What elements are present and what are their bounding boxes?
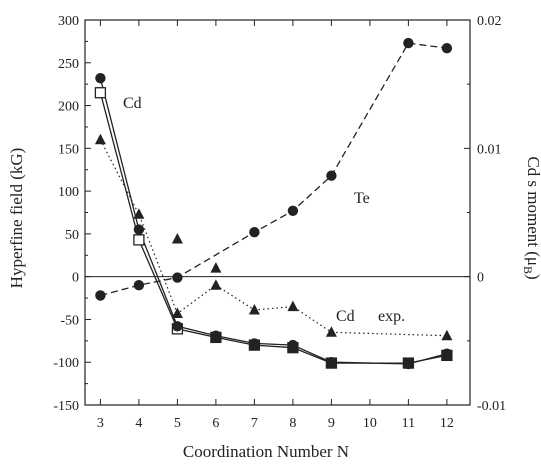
marker-cd-moment bbox=[249, 338, 260, 349]
left-y-axis-label: Hyperfine field (kG) bbox=[7, 148, 26, 289]
right-y-axis-label: Cd s moment (μB) bbox=[521, 156, 541, 279]
x-tick-label: 3 bbox=[97, 416, 104, 431]
axes-layer: -150 -100 -50 0 50 100 150 200 250 300 -0.01 0 0.01 0… bbox=[53, 14, 506, 431]
marker-extra-triangles bbox=[171, 233, 183, 244]
annotation-te: Te bbox=[354, 190, 370, 207]
x-tick-label: 5 bbox=[174, 416, 181, 431]
left-y-tick-label: -150 bbox=[53, 399, 79, 414]
left-y-tick-label: 300 bbox=[58, 14, 79, 29]
right-y-tick-label: 0 bbox=[477, 271, 484, 286]
marker-cd-moment bbox=[95, 72, 106, 84]
left-y-tick-label: 0 bbox=[72, 271, 79, 286]
markers-layer bbox=[94, 37, 453, 370]
right-y-tick-label: 0.02 bbox=[477, 14, 502, 29]
marker-cd-moment bbox=[403, 358, 414, 370]
marker-cd-moment bbox=[133, 224, 145, 235]
marker-cd-moment bbox=[441, 348, 453, 359]
marker-te-moment bbox=[403, 37, 414, 49]
marker-cd-moment bbox=[287, 339, 299, 351]
marker-cd-experiment bbox=[171, 307, 183, 318]
marker-te-moment bbox=[249, 226, 260, 238]
marker-te-moment bbox=[95, 290, 106, 301]
labels-layer: Coordination Number N Hyperfine field (k… bbox=[7, 95, 541, 461]
marker-cd-hyperfine bbox=[94, 87, 107, 99]
marker-cd-moment bbox=[326, 357, 337, 368]
left-y-tick-label: 50 bbox=[65, 228, 79, 243]
x-tick-label: 7 bbox=[251, 416, 258, 431]
marker-cd-hyperfine bbox=[133, 234, 145, 246]
marker-cd-experiment bbox=[94, 133, 106, 145]
right-y-axis-label-main: Cd s moment (μ bbox=[524, 156, 541, 266]
left-y-tick-label: -100 bbox=[53, 356, 79, 371]
x-tick-label: 6 bbox=[212, 416, 219, 431]
right-y-axis-label-close: ) bbox=[524, 274, 541, 280]
left-y-tick-label: 150 bbox=[58, 142, 79, 157]
left-y-tick-label: 250 bbox=[58, 57, 79, 72]
marker-cd-moment bbox=[210, 330, 222, 341]
x-tick-label: 11 bbox=[402, 416, 415, 431]
marker-te-moment bbox=[287, 205, 299, 216]
marker-cd-experiment bbox=[441, 329, 453, 341]
left-y-tick-label: 100 bbox=[58, 185, 79, 200]
right-y-tick-label: -0.01 bbox=[477, 399, 506, 414]
marker-cd-experiment bbox=[210, 279, 222, 290]
marker-te-moment bbox=[133, 280, 145, 291]
annotation-exp: exp. bbox=[378, 308, 405, 325]
x-tick-label: 12 bbox=[440, 416, 454, 431]
x-tick-label: 9 bbox=[328, 416, 335, 431]
series-line-te-moment bbox=[100, 42, 447, 297]
marker-cd-moment bbox=[172, 321, 183, 332]
marker-te-moment bbox=[172, 272, 183, 283]
x-axis-label: Coordination Number N bbox=[183, 442, 349, 461]
left-y-tick-label: 200 bbox=[58, 100, 79, 115]
series-line-cd-experiment bbox=[99, 139, 447, 337]
marker-cd-experiment bbox=[325, 326, 337, 337]
annotation-cd-upper: Cd bbox=[123, 95, 142, 112]
marker-cd-experiment bbox=[133, 208, 145, 219]
marker-te-moment bbox=[441, 43, 453, 54]
x-tick-label: 8 bbox=[289, 416, 296, 431]
x-tick-label: 10 bbox=[363, 416, 377, 431]
right-y-axis-label-sub: B bbox=[521, 266, 535, 274]
marker-cd-experiment bbox=[287, 300, 299, 312]
marker-cd-experiment bbox=[248, 304, 260, 315]
x-tick-label: 4 bbox=[135, 416, 142, 431]
right-y-tick-label: 0.01 bbox=[477, 142, 502, 157]
marker-extra-triangles bbox=[210, 262, 222, 273]
annotation-cd-lower: Cd bbox=[336, 308, 355, 325]
left-y-tick-label: -50 bbox=[60, 313, 79, 328]
marker-te-moment bbox=[326, 170, 337, 181]
